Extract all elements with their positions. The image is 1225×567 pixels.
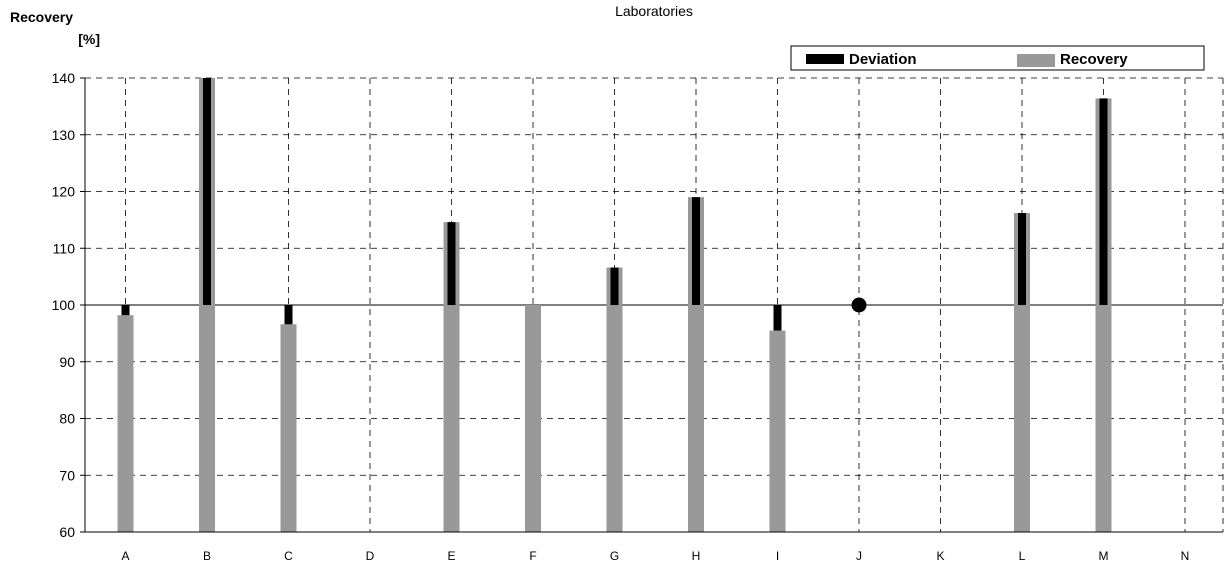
legend-swatch-recovery — [1017, 54, 1055, 67]
deviation-bar-I — [773, 305, 782, 331]
deviation-bar-C — [284, 305, 293, 325]
x-tick-label: G — [610, 549, 619, 563]
x-tick-label: E — [447, 549, 455, 563]
y-axis-label-line2: [%] — [78, 31, 100, 47]
recovery-bar-A — [117, 315, 134, 532]
marker-J — [851, 297, 867, 313]
bars — [117, 78, 1112, 533]
y-tick-label: 120 — [52, 184, 76, 200]
y-tick-label: 60 — [59, 524, 75, 540]
legend-label-recovery: Recovery — [1060, 51, 1128, 68]
y-tick-label: 110 — [53, 240, 76, 256]
grid — [85, 77, 1224, 533]
y-tick-label: 70 — [59, 467, 75, 483]
x-tick-label: C — [284, 549, 293, 563]
deviation-bar-A — [121, 305, 130, 316]
deviation-bar-H — [692, 197, 700, 305]
y-axis-label-line1: Recovery — [10, 9, 73, 25]
y-tick-label: 130 — [52, 127, 76, 143]
x-tick-label: A — [121, 549, 129, 563]
deviation-bar-E — [447, 222, 456, 305]
deviation-bar-L — [1018, 213, 1026, 305]
deviation-bar-G — [610, 267, 619, 305]
x-tick-label: K — [936, 549, 944, 563]
legend: Deviation Recovery — [790, 45, 1205, 71]
deviation-bar-B — [203, 78, 211, 305]
x-tick-label: F — [529, 549, 536, 563]
x-tick-label: I — [776, 549, 779, 563]
x-tick-label: M — [1099, 549, 1109, 563]
y-tick-label: 90 — [59, 354, 75, 370]
x-tick-labels: A B C D E F G H I J K L M N — [121, 549, 1189, 563]
x-tick-label: D — [366, 549, 375, 563]
chart-title: Laboratories — [615, 3, 693, 19]
x-tick-label: H — [692, 549, 701, 563]
y-tick-label: 140 — [52, 70, 76, 86]
deviation-bar-M — [1099, 98, 1108, 306]
legend-label-deviation: Deviation — [849, 51, 917, 68]
y-tick-labels: 60 70 80 90 100 110 120 130 140 — [52, 70, 76, 540]
x-tick-label: J — [856, 549, 862, 563]
axes — [80, 77, 1223, 533]
recovery-bar-I — [769, 330, 786, 532]
y-tick-label: 80 — [59, 411, 75, 427]
legend-box — [790, 45, 1205, 71]
recovery-bar-F — [525, 305, 541, 532]
legend-swatch-deviation — [806, 54, 844, 64]
y-tick-label: 100 — [52, 297, 76, 313]
x-tick-label: B — [203, 549, 211, 563]
x-tick-label: N — [1181, 549, 1190, 563]
recovery-bar-C — [280, 324, 297, 532]
x-tick-label: L — [1019, 549, 1026, 563]
recovery-bar-G — [606, 267, 623, 532]
